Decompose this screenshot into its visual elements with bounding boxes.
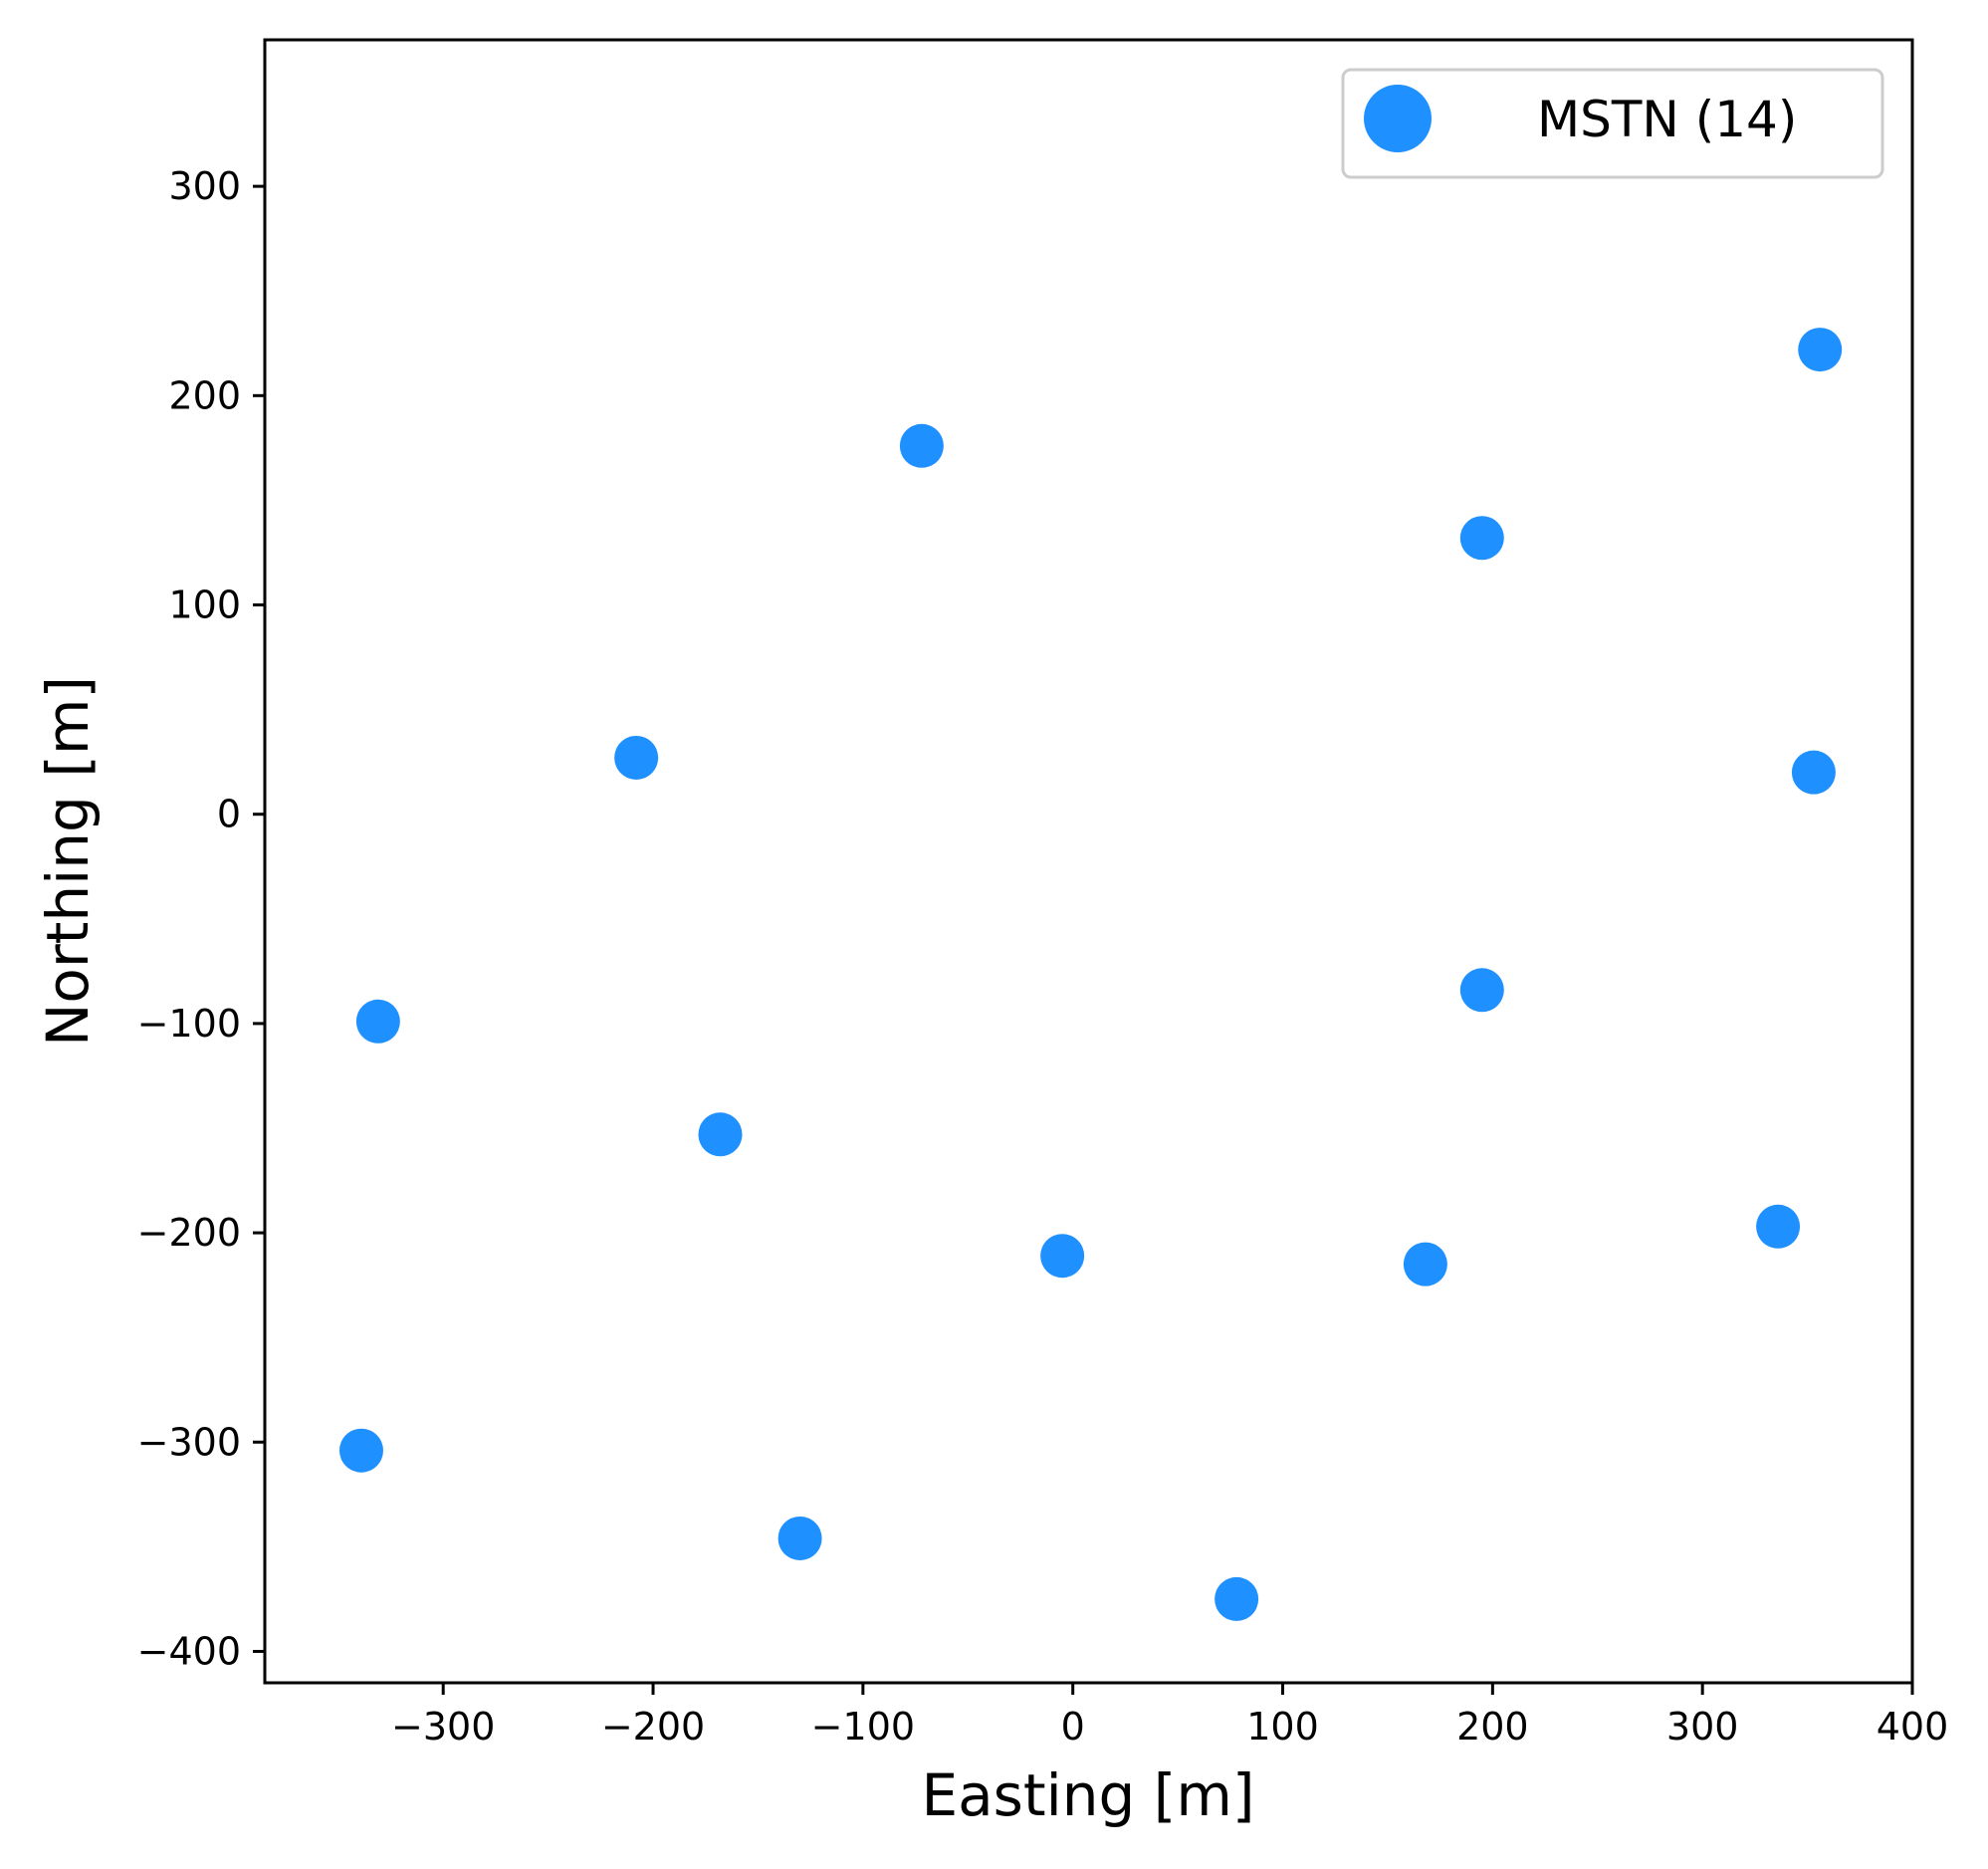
axes-frame: [263, 38, 1914, 1685]
legend-label: MSTN (14): [1537, 91, 1797, 148]
data-point: [614, 735, 659, 780]
data-point: [338, 1428, 383, 1473]
legend-marker-icon: [1364, 85, 1432, 152]
x-tick-label: 0: [1061, 1705, 1085, 1749]
x-tick-label: 100: [1246, 1705, 1319, 1749]
data-point: [1040, 1234, 1085, 1279]
y-tick-label: −100: [137, 1002, 241, 1046]
x-tick-label: 400: [1877, 1705, 1949, 1749]
data-points: [338, 328, 1843, 1621]
data-point: [899, 423, 944, 468]
y-tick-label: 300: [168, 164, 241, 208]
y-tick-label: −400: [137, 1629, 241, 1673]
legend: MSTN (14): [1341, 68, 1884, 179]
x-axis-ticks: −300 −200 −100 0 100 200 300 400: [391, 1683, 1948, 1749]
data-point: [1403, 1242, 1447, 1286]
x-tick-label: 300: [1666, 1705, 1739, 1749]
x-axis-label: Easting [m]: [921, 1761, 1254, 1829]
data-point: [1756, 1204, 1801, 1249]
data-point: [1215, 1576, 1259, 1621]
y-axis-ticks: −400 −300 −200 −100 0 100 200 300: [137, 164, 265, 1673]
y-tick-label: 0: [217, 793, 241, 836]
x-tick-label: −300: [391, 1705, 495, 1749]
data-point: [355, 999, 400, 1044]
data-point: [1791, 750, 1836, 795]
plot-area: [263, 38, 1914, 1685]
y-tick-label: −300: [137, 1420, 241, 1464]
data-point: [1798, 328, 1843, 372]
y-tick-label: 200: [168, 373, 241, 417]
data-point: [777, 1516, 822, 1560]
data-point: [1459, 968, 1504, 1013]
x-tick-label: −200: [601, 1705, 705, 1749]
y-tick-label: 100: [168, 584, 241, 627]
legend-box: [1341, 68, 1884, 179]
x-tick-label: −100: [811, 1705, 915, 1749]
data-point: [1459, 516, 1504, 561]
y-tick-label: −200: [137, 1211, 241, 1255]
x-tick-label: 200: [1456, 1705, 1529, 1749]
data-point: [698, 1112, 743, 1157]
y-axis-label: Northing [m]: [34, 676, 102, 1047]
